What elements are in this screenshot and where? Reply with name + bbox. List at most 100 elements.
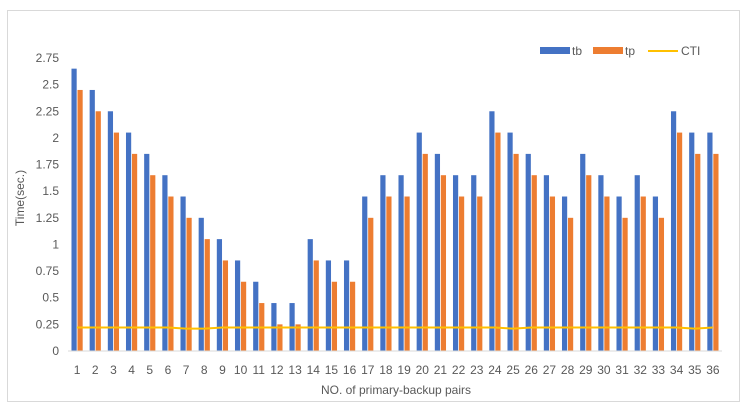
bar-tp [368, 217, 374, 351]
y-tick-label: 1.5 [42, 184, 59, 198]
legend-label-cti: CTI [681, 44, 700, 58]
y-tick-label: 1.75 [36, 158, 60, 172]
x-tick-label: 4 [128, 363, 135, 377]
bar-tb [198, 217, 204, 351]
bar-tb [434, 153, 441, 351]
bar-tp [458, 196, 465, 351]
y-tick-label: 0.5 [42, 291, 59, 305]
x-tick-label: 20 [416, 363, 430, 377]
x-tick-label: 13 [288, 363, 302, 377]
x-tick-label: 1 [74, 363, 81, 377]
x-tick-label: 33 [652, 363, 666, 377]
x-tick-label: 31 [615, 363, 629, 377]
bar-tp [186, 217, 192, 351]
legend: tb tp CTI [540, 44, 700, 58]
y-tick-label: 2.25 [36, 104, 60, 118]
x-tick-label: 28 [561, 363, 575, 377]
y-tick-label: 2 [52, 131, 59, 145]
bar-tp [331, 281, 338, 351]
bar-tb [107, 111, 114, 351]
bar-tp [150, 175, 156, 351]
x-tick-label: 18 [379, 363, 393, 377]
x-tick-label: 36 [706, 363, 720, 377]
bar-tb [580, 153, 586, 351]
bar-tp [513, 153, 519, 351]
bar-tp [440, 175, 447, 351]
x-tick-label: 5 [146, 363, 153, 377]
x-tick-label: 14 [307, 363, 321, 377]
y-tick-label: 0.25 [36, 317, 60, 331]
x-tick-label: 22 [452, 363, 466, 377]
bar-tb [325, 260, 332, 351]
y-tick-label: 0.75 [36, 264, 60, 278]
bar-tp [713, 153, 719, 351]
bar-tb [598, 175, 604, 351]
bar-tb [380, 175, 386, 351]
x-tick-label: 3 [110, 363, 117, 377]
bar-tp [549, 196, 556, 351]
y-tick-label: 0 [52, 344, 59, 358]
cti-line [77, 326, 713, 330]
bar-tp [567, 217, 574, 351]
bar-tb [525, 153, 531, 351]
bar-tp [349, 281, 356, 351]
bar-tb [416, 132, 422, 351]
x-tick-label: 10 [234, 363, 248, 377]
bar-tb [689, 132, 695, 351]
bar-tp [204, 239, 210, 351]
x-tick-label: 30 [597, 363, 611, 377]
x-tick-label: 6 [165, 363, 172, 377]
bar-tb [561, 196, 568, 351]
bar-tp [313, 260, 319, 351]
bar-tb [452, 175, 459, 351]
x-axis-title: NO. of primary-backup pairs [321, 383, 471, 397]
y-tick-label: 1 [52, 237, 59, 251]
bar-tb [71, 68, 77, 352]
bar-tb [543, 175, 550, 351]
y-tick-label: 2.75 [36, 51, 60, 65]
bar-tp [622, 217, 628, 351]
bar-tb [652, 196, 659, 351]
cti-series-line [77, 326, 713, 330]
y-axis-title: Time(sec.) [13, 170, 27, 226]
x-tick-label: 24 [488, 363, 502, 377]
x-tick-label: 27 [543, 363, 557, 377]
bar-tp [77, 89, 83, 352]
bar-tb [343, 260, 350, 351]
bar-tb [489, 111, 495, 351]
bar-tp [404, 196, 410, 351]
bar-tb [234, 260, 241, 351]
bar-tp [676, 132, 683, 351]
bar-tb [507, 132, 513, 351]
bar-tp [95, 111, 101, 351]
x-tick-label: 12 [270, 363, 284, 377]
bar-tb [180, 196, 186, 351]
bar-tp [222, 260, 229, 351]
bar-tp [477, 196, 483, 351]
bar-tp [277, 324, 283, 351]
x-tick-label: 17 [361, 363, 375, 377]
bar-tb [162, 175, 168, 351]
bar-tb [616, 196, 622, 351]
bar-tb [144, 153, 150, 351]
x-tick-label: 8 [201, 363, 208, 377]
bar-tp [131, 153, 138, 351]
legend-label-tb: tb [572, 44, 582, 58]
bars [71, 68, 719, 352]
bar-tb [216, 239, 223, 351]
bar-tp [422, 153, 428, 351]
bar-tb [89, 89, 95, 352]
bar-tb [398, 175, 404, 351]
x-tick-label: 9 [219, 363, 226, 377]
x-tick-label: 32 [634, 363, 648, 377]
x-tick-label: 26 [525, 363, 539, 377]
bar-tp [495, 132, 501, 351]
bar-tp [168, 196, 174, 351]
x-tick-label: 7 [183, 363, 190, 377]
x-tick-label: 11 [253, 363, 266, 377]
bar-tp [295, 324, 301, 351]
x-tick-label: 25 [506, 363, 520, 377]
bar-tb [362, 196, 368, 351]
bar-tp [386, 196, 392, 351]
